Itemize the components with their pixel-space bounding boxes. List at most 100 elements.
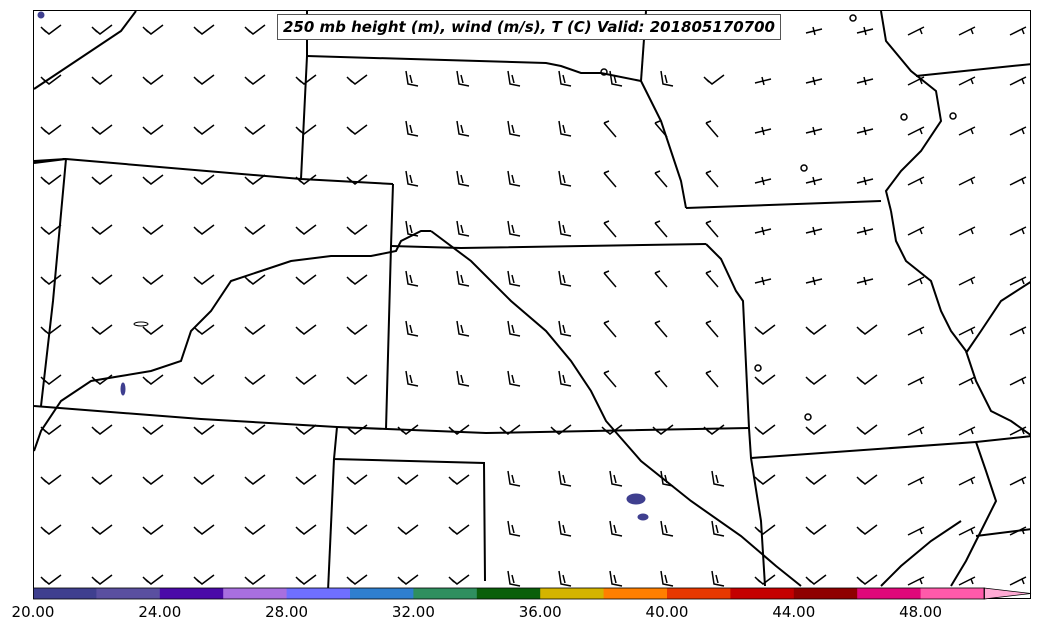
wind-barb <box>805 474 827 485</box>
wind-barb <box>295 324 317 335</box>
wind-barb <box>603 120 617 138</box>
wind-barb <box>346 374 368 385</box>
wind-barb <box>711 520 725 537</box>
wind-barb <box>193 374 215 385</box>
wind-barb <box>711 570 725 587</box>
wind-barb <box>295 374 317 385</box>
wind-barb <box>193 224 215 235</box>
wind-barb <box>405 320 419 337</box>
wind-barb <box>40 524 62 535</box>
wind-barb <box>91 374 113 385</box>
wind-barb <box>405 170 419 187</box>
wind-barb <box>295 474 317 485</box>
wind-barb <box>91 24 113 35</box>
wind-barb <box>958 76 976 86</box>
wind-barb <box>40 424 62 435</box>
wind-barb <box>91 124 113 135</box>
wind-barb <box>91 74 113 85</box>
wind-barb <box>295 274 317 285</box>
wind-barb <box>405 120 419 137</box>
colorbar-segment <box>476 588 541 599</box>
wind-barb <box>609 470 623 487</box>
colorbar-segment <box>857 588 922 599</box>
wind-barb <box>397 424 419 435</box>
colorbar-tick-label: 48.00 <box>899 603 943 621</box>
wind-barb <box>295 524 317 535</box>
border-co-north <box>65 158 394 185</box>
wind-barb <box>456 270 470 287</box>
colorbar-tick-label: 36.00 <box>518 603 562 621</box>
wind-barb <box>907 226 925 236</box>
border-il-west <box>890 210 1030 436</box>
border-ne-ks <box>390 243 707 250</box>
wind-barb <box>805 126 823 136</box>
wind-barb <box>1009 126 1027 136</box>
wind-barb <box>754 374 776 385</box>
wind-barb <box>805 524 827 535</box>
border-ia-mo <box>685 200 882 209</box>
wind-barb <box>550 424 572 435</box>
wind-barb <box>856 176 874 186</box>
wind-barbs <box>40 20 1027 587</box>
wind-barb <box>907 276 925 286</box>
wind-barb <box>754 76 772 86</box>
wind-barb <box>507 270 521 287</box>
wind-barb <box>142 524 164 535</box>
wind-barb <box>558 370 572 387</box>
border-mo-river <box>430 230 802 587</box>
wind-barb <box>603 170 617 188</box>
map-title: 250 mb height (m), wind (m/s), T (C) Val… <box>277 14 781 40</box>
colorbar-segment <box>33 588 97 599</box>
wind-barb <box>142 574 164 585</box>
wind-barb <box>244 24 266 35</box>
wind-barb <box>507 220 521 237</box>
wind-barb <box>705 320 719 338</box>
wind-barb <box>91 174 113 185</box>
wind-barb <box>609 570 623 587</box>
wind-barb <box>1009 26 1027 36</box>
wind-barb <box>1009 76 1027 86</box>
wind-barb <box>907 76 925 86</box>
lake-feature <box>120 382 126 396</box>
wind-barb <box>603 270 617 288</box>
border-nm-tx <box>327 458 335 592</box>
wind-barb <box>705 270 719 288</box>
wind-barb <box>507 120 521 137</box>
colorbar-tick-label: 32.00 <box>391 603 435 621</box>
wind-barb <box>244 374 266 385</box>
wind-barb <box>856 324 878 335</box>
colorbar <box>33 587 1032 600</box>
wind-barb <box>603 220 617 238</box>
border-ut-co <box>40 158 67 407</box>
wind-barb <box>405 370 419 387</box>
wind-barb <box>654 320 668 338</box>
wind-barb <box>346 174 368 185</box>
wind-barb <box>91 324 113 335</box>
wind-barb <box>660 570 674 587</box>
wind-barb <box>193 124 215 135</box>
wind-barb <box>40 224 62 235</box>
wind-barb <box>397 524 419 535</box>
wind-barb <box>91 524 113 535</box>
map-canvas <box>34 11 1030 592</box>
wind-barb <box>142 324 164 335</box>
wind-barb <box>91 424 113 435</box>
colorbar-segment <box>286 588 351 599</box>
colorbar-segment <box>159 588 224 599</box>
wind-barb <box>654 220 668 238</box>
wind-barb <box>456 170 470 187</box>
lake-features <box>37 11 649 521</box>
wind-barb <box>654 170 668 188</box>
wind-barb <box>856 76 874 86</box>
wind-barb <box>705 220 719 238</box>
wind-barb <box>856 374 878 385</box>
border-ne-north <box>306 55 642 82</box>
calm-marker <box>804 413 812 421</box>
wind-barb <box>856 226 874 236</box>
wind-barb <box>142 174 164 185</box>
border-co-south <box>34 405 338 428</box>
wind-barb <box>91 574 113 585</box>
wind-barb <box>1009 326 1027 336</box>
border-ks-ok <box>336 426 750 435</box>
wind-barb <box>805 276 823 286</box>
